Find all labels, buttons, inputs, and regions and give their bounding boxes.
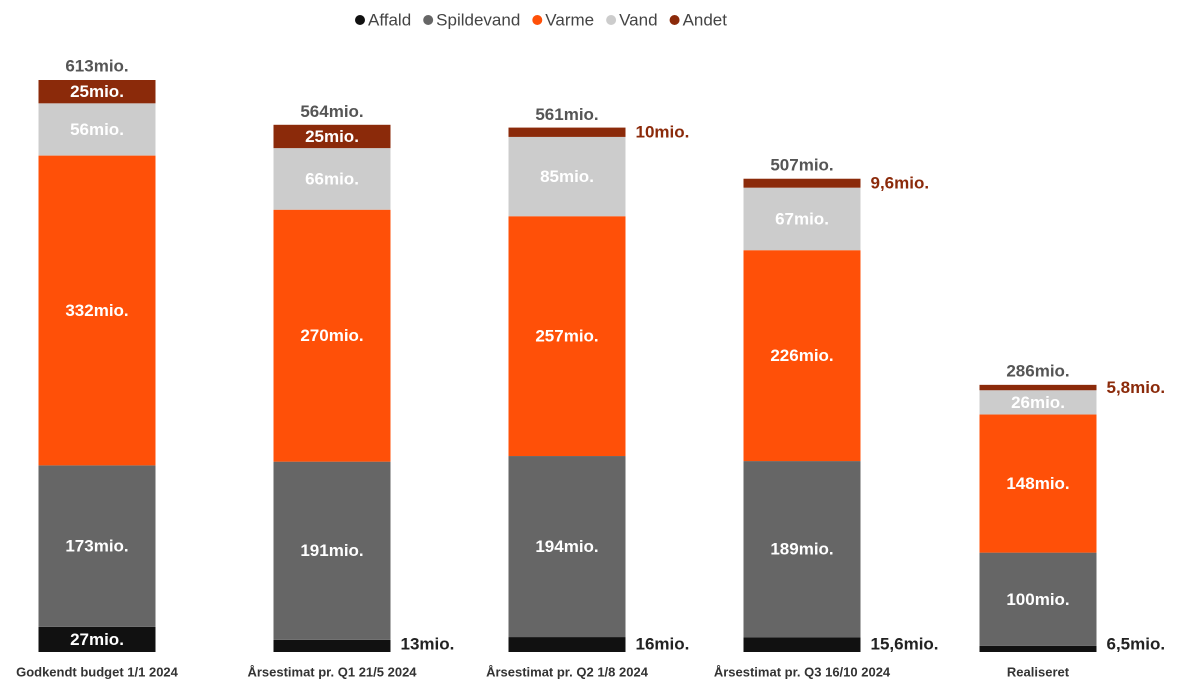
bar-segment (273, 124, 391, 149)
bar-segment (38, 626, 156, 652)
bar-segment (508, 127, 626, 137)
bar-segment (273, 639, 391, 652)
bar-segment (743, 178, 861, 188)
data-label: 270mio. (300, 326, 363, 345)
x-tick-label: Årsestimat pr. Q2 1/8 2024 (486, 664, 649, 679)
bar-segment (508, 456, 626, 638)
total-label: 613mio. (65, 56, 128, 75)
bar-segment (979, 384, 1097, 391)
legend-label: Varme (545, 10, 594, 29)
bar-segment (38, 80, 156, 104)
data-label: 226mio. (770, 346, 833, 365)
total-label: 286mio. (1006, 362, 1069, 381)
bar-segment (743, 187, 861, 251)
data-label: 173mio. (65, 537, 128, 556)
bar-segment (743, 461, 861, 638)
legend-marker (669, 15, 680, 25)
legend-marker (423, 15, 434, 25)
data-label: 257mio. (535, 327, 598, 346)
legend-label: Affald (368, 10, 411, 29)
data-label: 332mio. (65, 301, 128, 320)
data-label: 56mio. (70, 120, 124, 139)
bar-segment (743, 250, 861, 462)
data-label: 16mio. (636, 634, 690, 653)
data-label: 13mio. (401, 634, 455, 653)
legend-marker (532, 15, 543, 25)
bar-segment (979, 552, 1097, 646)
data-label: 6,5mio. (1107, 634, 1166, 653)
data-label: 15,6mio. (871, 634, 939, 653)
data-label: 5,8mio. (1107, 378, 1166, 397)
data-label: 67mio. (775, 209, 829, 228)
data-label: 66mio. (305, 169, 359, 188)
data-label: 100mio. (1006, 590, 1069, 609)
total-label: 507mio. (770, 155, 833, 174)
bar-segment (979, 414, 1097, 553)
data-label: 25mio. (70, 82, 124, 101)
data-label: 26mio. (1011, 393, 1065, 412)
data-label: 194mio. (535, 537, 598, 556)
data-label: 27mio. (70, 630, 124, 649)
legend-label: Spildevand (436, 10, 520, 29)
legend-marker (355, 15, 365, 25)
bar-segment (273, 148, 391, 210)
legend-label: Vand (619, 10, 657, 29)
bar-segment (38, 103, 156, 156)
data-label: 148mio. (1006, 474, 1069, 493)
bar-segment (273, 209, 391, 462)
data-label: 85mio. (540, 167, 594, 186)
bar-segment (979, 645, 1097, 652)
total-label: 561mio. (535, 105, 598, 124)
x-tick-label: Godkendt budget 1/1 2024 (16, 664, 179, 679)
bar-segment (508, 637, 626, 652)
bar-segment (38, 155, 156, 466)
x-tick-label: Realiseret (1007, 664, 1070, 679)
bar-segment (743, 637, 861, 652)
data-label: 191mio. (300, 541, 363, 560)
bar-segment (508, 136, 626, 217)
total-label: 564mio. (300, 102, 363, 121)
bar-segment (38, 465, 156, 627)
bar-segment (273, 461, 391, 640)
data-label: 189mio. (770, 540, 833, 559)
bar-segment (979, 390, 1097, 415)
data-label: 25mio. (305, 127, 359, 146)
bar-segment (508, 216, 626, 457)
data-label: 10mio. (636, 123, 690, 142)
x-tick-label: Årsestimat pr. Q3 16/10 2024 (714, 664, 891, 679)
legend-marker (606, 15, 617, 25)
legend-label: Andet (683, 10, 728, 29)
data-label: 9,6mio. (871, 174, 930, 193)
x-tick-label: Årsestimat pr. Q1 21/5 2024 (247, 664, 417, 679)
